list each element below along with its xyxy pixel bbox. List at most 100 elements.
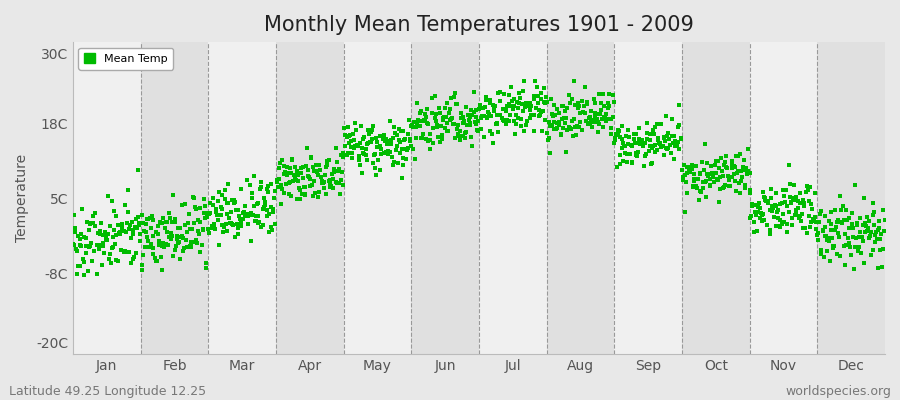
Point xyxy=(750,228,764,234)
Point xyxy=(491,90,506,96)
Point xyxy=(73,262,87,269)
Point xyxy=(697,167,711,174)
Point xyxy=(304,154,319,160)
Point xyxy=(834,207,849,214)
Point xyxy=(606,114,620,120)
Point xyxy=(877,246,891,252)
Point xyxy=(379,149,393,155)
Point xyxy=(775,200,789,207)
Point xyxy=(677,162,691,168)
Point xyxy=(657,134,671,140)
Point xyxy=(305,182,320,188)
Point xyxy=(196,227,211,233)
Point xyxy=(389,147,403,154)
Point xyxy=(616,140,630,146)
Point xyxy=(338,143,352,150)
Point xyxy=(120,220,134,226)
Point xyxy=(151,242,166,249)
Point xyxy=(489,121,503,128)
Point xyxy=(211,217,225,223)
Point xyxy=(383,118,398,124)
Point xyxy=(580,121,595,127)
Bar xyxy=(276,42,344,354)
Point xyxy=(604,124,618,131)
Point xyxy=(699,171,714,178)
Point xyxy=(728,177,742,184)
Point xyxy=(833,219,848,226)
Point xyxy=(816,226,831,233)
Point xyxy=(741,146,755,152)
Point xyxy=(334,177,348,184)
Point xyxy=(268,220,283,227)
Point xyxy=(786,195,800,201)
Point xyxy=(569,131,583,138)
Point xyxy=(607,98,621,105)
Point xyxy=(307,168,321,174)
Point xyxy=(609,164,624,170)
Point xyxy=(291,172,305,178)
Point xyxy=(425,110,439,116)
Point xyxy=(784,199,798,206)
Point xyxy=(629,131,643,137)
Point xyxy=(92,245,106,252)
Point xyxy=(349,127,364,133)
Point xyxy=(114,223,129,230)
Point xyxy=(471,128,485,134)
Point xyxy=(664,116,679,122)
Point xyxy=(619,159,634,165)
Point xyxy=(295,190,310,197)
Point xyxy=(314,180,328,186)
Point xyxy=(598,110,613,117)
Point xyxy=(270,184,284,190)
Bar xyxy=(208,42,276,354)
Point xyxy=(528,77,543,84)
Point xyxy=(873,236,887,242)
Point xyxy=(111,221,125,228)
Point xyxy=(191,217,205,223)
Point xyxy=(227,197,241,203)
Point xyxy=(849,235,863,241)
Point xyxy=(760,222,774,228)
Point xyxy=(256,206,270,212)
Point xyxy=(780,221,795,228)
Point xyxy=(336,154,350,161)
Point xyxy=(657,152,671,158)
Point xyxy=(374,151,388,157)
Point xyxy=(184,226,199,232)
Point xyxy=(678,208,692,215)
Point xyxy=(238,213,253,219)
Point xyxy=(848,181,862,188)
Point xyxy=(708,158,723,164)
Point xyxy=(234,186,248,192)
Point xyxy=(534,90,548,96)
Point xyxy=(454,109,468,116)
Point xyxy=(622,134,636,140)
Point xyxy=(830,251,844,258)
Point xyxy=(670,142,684,149)
Point xyxy=(282,191,296,198)
Point xyxy=(878,217,892,223)
Point xyxy=(173,225,187,232)
Point xyxy=(326,185,340,191)
Point xyxy=(579,118,593,124)
Point xyxy=(349,142,364,148)
Point xyxy=(580,99,594,105)
Point xyxy=(716,185,730,191)
Point xyxy=(450,126,464,132)
Point xyxy=(172,239,186,245)
Point xyxy=(409,134,423,141)
Point xyxy=(801,213,815,219)
Point xyxy=(527,92,542,99)
Point xyxy=(837,216,851,223)
Point xyxy=(81,244,95,250)
Point xyxy=(365,123,380,129)
Point xyxy=(832,234,847,241)
Point xyxy=(146,233,160,239)
Point xyxy=(101,193,115,199)
Point xyxy=(494,115,508,122)
Point xyxy=(805,218,819,225)
Point xyxy=(864,229,878,236)
Point xyxy=(240,221,255,227)
Point xyxy=(477,112,491,119)
Point xyxy=(133,231,148,237)
